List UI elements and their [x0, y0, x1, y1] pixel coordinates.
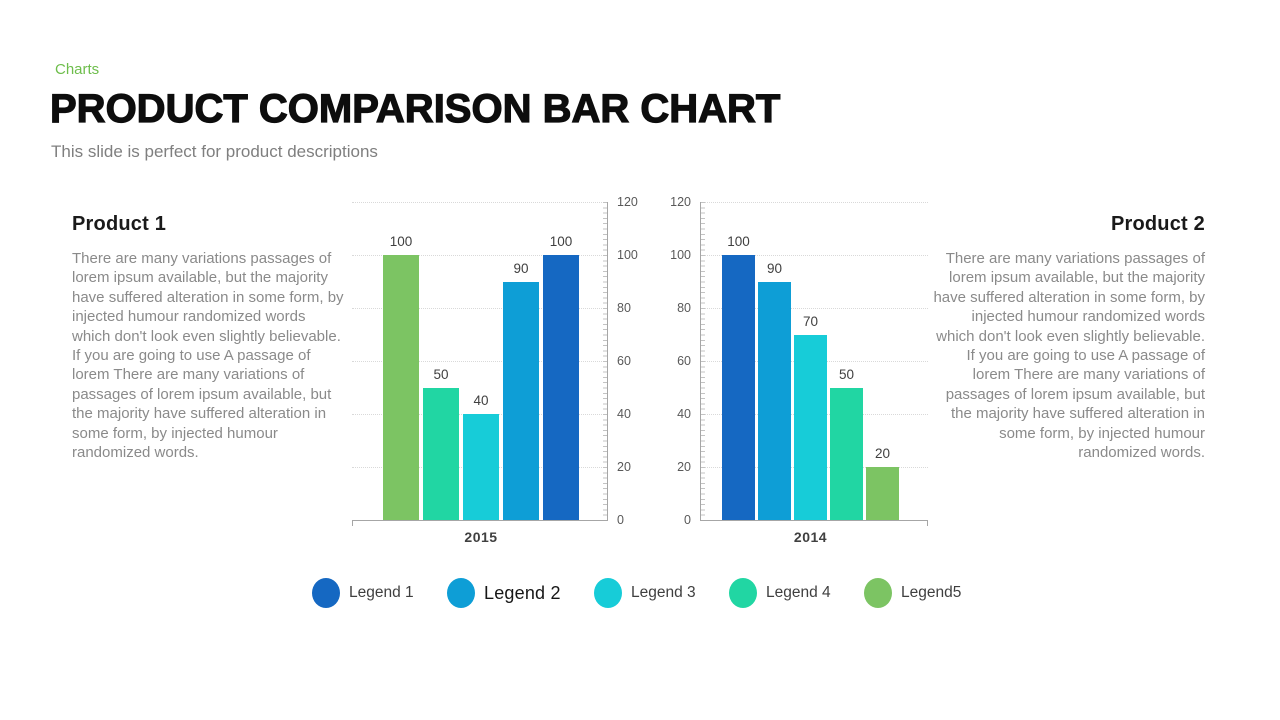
bar-value-label: 50: [838, 366, 855, 382]
chart-gridline: [352, 202, 608, 203]
y-axis-tick-label: 60: [677, 354, 691, 368]
bar-value-label: 40: [473, 393, 489, 408]
legend-item-4: Legend 4: [729, 578, 831, 608]
legend-swatch-icon: [594, 578, 622, 608]
chart-bar: [543, 255, 579, 520]
legend-swatch-icon: [864, 578, 892, 608]
legend-item-5: Legend5: [864, 578, 961, 608]
y-axis-minor-ticks: [701, 202, 705, 520]
product2-heading: Product 2: [1110, 213, 1205, 235]
bar-chart-2014: 0 20 40 60 80 100 120 100 90 70 50 20 2014: [670, 195, 928, 552]
chart-bar: [423, 387, 459, 520]
legend-label: Legend 2: [484, 582, 561, 603]
bar-value-label: 20: [874, 446, 891, 461]
y-axis-line: [700, 202, 701, 520]
legend-swatch-icon: [312, 578, 340, 608]
x-axis-line: [352, 520, 608, 521]
bar-value-label: 100: [727, 234, 750, 249]
product2-description: There are many variations passages of lo…: [933, 250, 1205, 462]
chart-bar: [794, 334, 827, 520]
y-axis-minor-ticks: [603, 202, 607, 520]
bar-value-label: 50: [433, 366, 449, 382]
y-axis-tick-label: 20: [677, 460, 691, 474]
legend-label: Legend 3: [631, 584, 696, 601]
x-axis-end-tick: [927, 520, 928, 526]
product1-heading: Product 1: [72, 213, 167, 235]
y-axis-tick-label: 0: [617, 513, 624, 527]
y-axis-tick-label: 120: [670, 195, 691, 209]
bar-value-label: 90: [766, 260, 783, 276]
legend-label: Legend 1: [349, 584, 414, 601]
chart-gridline: [700, 308, 928, 309]
legend-swatch-icon: [447, 578, 475, 608]
chart-gridline: [352, 308, 608, 309]
y-axis-tick-label: 60: [617, 354, 631, 368]
chart-bar: [383, 255, 419, 520]
y-axis-tick-label: 80: [677, 301, 691, 315]
product1-section: Product 1 There are many variations pass…: [72, 213, 344, 462]
bar-value-label: 90: [513, 260, 529, 276]
y-axis-tick-label: 0: [684, 513, 691, 527]
legend-item-3: Legend 3: [594, 578, 696, 608]
product1-description: There are many variations passages of lo…: [72, 250, 344, 462]
legend-label: Legend 4: [766, 584, 831, 601]
bar-value-label: 100: [549, 234, 573, 249]
bar-value-label: 100: [389, 234, 413, 249]
chart-gridline: [352, 255, 608, 256]
category-eyebrow: Charts: [55, 61, 100, 78]
y-axis-tick-label: 100: [670, 248, 691, 262]
y-axis-tick-label: 40: [617, 407, 631, 421]
chart-gridline: [352, 361, 608, 362]
chart-legend: Legend 1 Legend 2 Legend 3 Legend 4 Legend5: [0, 578, 1280, 612]
chart-bar: [722, 255, 755, 520]
legend-item-2: Legend 2: [447, 578, 561, 608]
chart-bar: [758, 281, 791, 520]
x-axis-label: 2014: [793, 529, 828, 545]
chart-bar: [463, 414, 499, 520]
y-axis-tick-label: 40: [677, 407, 691, 421]
x-axis-label: 2015: [464, 529, 498, 545]
y-axis-tick-label: 120: [617, 195, 638, 209]
legend-label: Legend5: [901, 584, 962, 601]
chart-bar: [866, 467, 899, 520]
product2-section: Product 2 There are many variations pass…: [933, 213, 1205, 462]
bar-value-label: 70: [802, 313, 819, 329]
legend-swatch-icon: [729, 578, 757, 608]
y-axis-tick-label: 20: [617, 460, 631, 474]
chart-gridline: [700, 255, 928, 256]
page-title: PRODUCT COMPARISON BAR CHART: [49, 86, 781, 131]
x-axis-end-tick: [352, 520, 353, 526]
y-axis-tick-label: 100: [617, 248, 638, 262]
chart-bar: [830, 387, 863, 520]
chart-gridline: [700, 202, 928, 203]
page-subtitle: This slide is perfect for product descri…: [51, 142, 378, 161]
chart-bar: [503, 281, 539, 520]
bar-chart-2015: 0 20 40 60 80 100 120 100 50 40 90 100 2015: [352, 195, 638, 552]
y-axis-line: [607, 202, 608, 520]
legend-item-1: Legend 1: [312, 578, 414, 608]
x-axis-line: [700, 520, 928, 521]
y-axis-tick-label: 80: [617, 301, 631, 315]
